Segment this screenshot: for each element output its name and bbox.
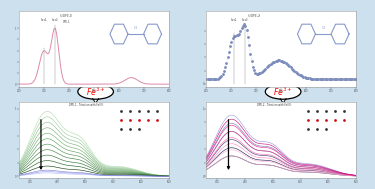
Text: $\lambda$ex2: $\lambda$ex2: [51, 16, 59, 23]
Ellipse shape: [78, 84, 113, 99]
Text: $\lambda$ex1: $\lambda$ex1: [40, 16, 48, 23]
Text: $\lambda$ex2: $\lambda$ex2: [241, 16, 249, 23]
Text: $\mathit{Fe^{3+}}$: $\mathit{Fe^{3+}}$: [86, 85, 106, 98]
Text: $\mathit{Fe^{3+}}$: $\mathit{Fe^{3+}}$: [273, 85, 293, 98]
Text: DPE-2 - Titration with Fe(III): DPE-2 - Titration with Fe(III): [256, 103, 291, 107]
Text: $\lambda$ex1: $\lambda$ex1: [230, 16, 238, 23]
Text: DPE-1 - Titration with Fe(III): DPE-1 - Titration with Fe(III): [69, 103, 104, 107]
Polygon shape: [93, 99, 99, 103]
Polygon shape: [280, 99, 286, 103]
Text: $\lambda$ (DPE-1): $\lambda$ (DPE-1): [59, 12, 74, 19]
Text: DPE-1: DPE-1: [63, 20, 70, 24]
Text: $\lambda$ (DPE-2): $\lambda$ (DPE-2): [247, 12, 262, 19]
Ellipse shape: [266, 84, 301, 99]
